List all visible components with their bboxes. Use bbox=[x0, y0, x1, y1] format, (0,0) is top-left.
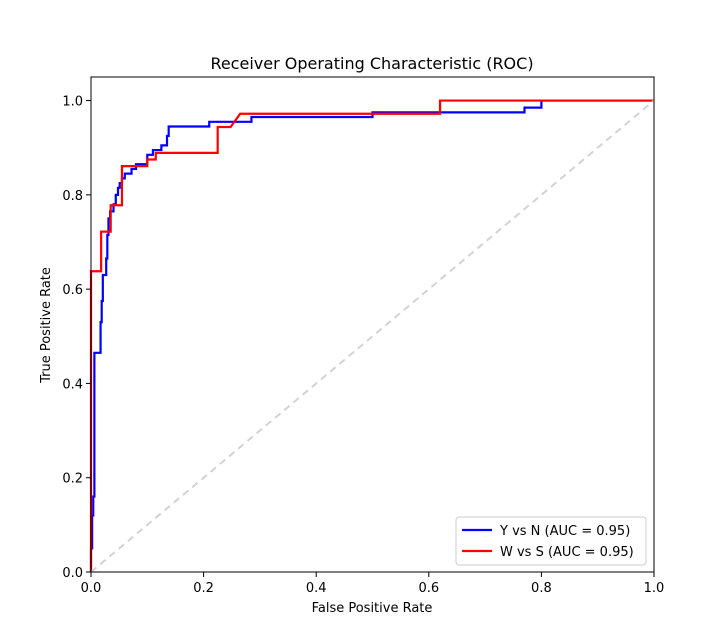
roc-line-0 bbox=[89, 99, 654, 572]
y-tick-label: 0.6 bbox=[62, 283, 83, 298]
y-axis-label: True Positive Rate bbox=[39, 267, 54, 384]
legend: Y vs N (AUC = 0.95) W vs S (AUC = 0.95) bbox=[455, 516, 647, 566]
y-axis-ticks: 0.0 0.2 0.4 0.6 0.8 1.0 bbox=[62, 95, 91, 581]
x-tick-label: 0.8 bbox=[531, 581, 552, 596]
x-axis-ticks: 0.0 0.2 0.4 0.6 0.8 1.0 bbox=[81, 572, 665, 596]
plot-frame bbox=[90, 76, 655, 573]
chance-diagonal-line bbox=[90, 99, 655, 573]
x-tick-label: 0.0 bbox=[81, 581, 102, 596]
plot-series bbox=[89, 99, 655, 573]
y-tick-label: 1.0 bbox=[62, 95, 83, 110]
legend-box bbox=[455, 516, 647, 566]
y-tick-label: 0.8 bbox=[62, 189, 83, 204]
legend-label-y-vs-n: Y vs N (AUC = 0.95) bbox=[499, 524, 630, 539]
chart-title: Receiver Operating Characteristic (ROC) bbox=[210, 54, 533, 73]
y-tick-label: 0.2 bbox=[62, 472, 83, 487]
x-tick-label: 1.0 bbox=[644, 581, 665, 596]
x-axis-label: False Positive Rate bbox=[312, 601, 433, 616]
roc-line-1 bbox=[89, 99, 654, 572]
x-tick-label: 0.6 bbox=[418, 581, 439, 596]
x-tick-label: 0.4 bbox=[306, 581, 327, 596]
y-tick-label: 0.4 bbox=[62, 377, 83, 392]
y-tick-label: 0.0 bbox=[62, 566, 83, 581]
x-tick-label: 0.2 bbox=[193, 581, 214, 596]
legend-label-w-vs-s: W vs S (AUC = 0.95) bbox=[500, 545, 634, 560]
